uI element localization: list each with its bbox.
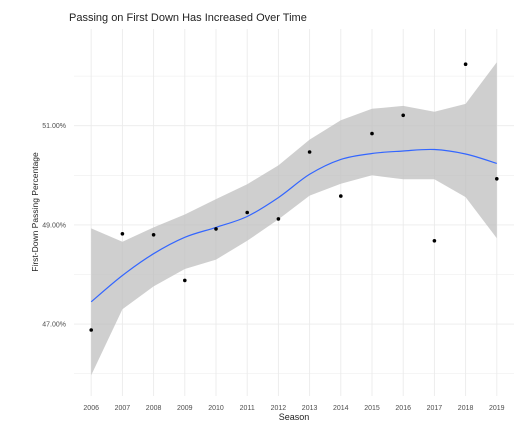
x-axis-ticks: 2006 2007 2008 2009 2010 2011 2012 2013 2014 2015… xyxy=(83,405,504,412)
y-tick-label: 51.00% xyxy=(42,123,66,130)
y-axis-label: First-Down Passing Percentage xyxy=(30,152,40,272)
data-point xyxy=(151,233,156,237)
data-point xyxy=(370,131,374,136)
data-point xyxy=(120,232,125,236)
data-point xyxy=(495,177,499,181)
x-tick-label: 2012 xyxy=(271,405,287,412)
x-axis-label: Season xyxy=(279,412,310,422)
x-tick-label: 2009 xyxy=(177,405,193,412)
data-point xyxy=(401,113,406,118)
confidence-band-area xyxy=(91,62,497,376)
smooth-line-group xyxy=(90,148,497,303)
y-tick-label: 49.00% xyxy=(42,222,66,229)
x-tick-label: 2006 xyxy=(83,405,99,412)
x-tick-label: 2018 xyxy=(458,405,474,412)
data-point xyxy=(307,150,312,154)
x-tick-label: 2013 xyxy=(302,405,318,412)
data-point xyxy=(432,239,437,243)
y-axis-ticks: 47.00% 49.00% 51.00% xyxy=(42,123,66,328)
confidence-band xyxy=(91,62,497,376)
data-points xyxy=(89,62,499,332)
data-point xyxy=(245,210,249,215)
data-point xyxy=(339,194,343,198)
x-tick-label: 2015 xyxy=(364,405,380,412)
x-tick-label: 2010 xyxy=(208,405,224,412)
data-point xyxy=(276,217,281,221)
x-tick-label: 2016 xyxy=(395,405,411,412)
x-tick-label: 2011 xyxy=(240,405,255,412)
gridlines xyxy=(74,29,514,396)
x-tick-label: 2007 xyxy=(115,405,131,412)
x-tick-label: 2017 xyxy=(427,405,443,412)
x-tick-label: 2008 xyxy=(146,405,162,412)
x-tick-label: 2014 xyxy=(333,405,349,412)
data-point xyxy=(214,227,218,231)
smooth-line xyxy=(90,148,497,303)
y-tick-label: 47.00% xyxy=(42,322,66,329)
data-point xyxy=(463,62,468,66)
data-point xyxy=(89,328,93,332)
chart-title: Passing on First Down Has Increased Over… xyxy=(69,12,307,24)
data-point xyxy=(183,278,187,283)
x-tick-label: 2019 xyxy=(489,405,505,412)
